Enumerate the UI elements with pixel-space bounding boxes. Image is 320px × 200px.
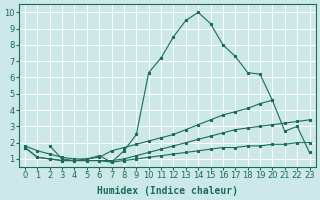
X-axis label: Humidex (Indice chaleur): Humidex (Indice chaleur)	[97, 186, 238, 196]
